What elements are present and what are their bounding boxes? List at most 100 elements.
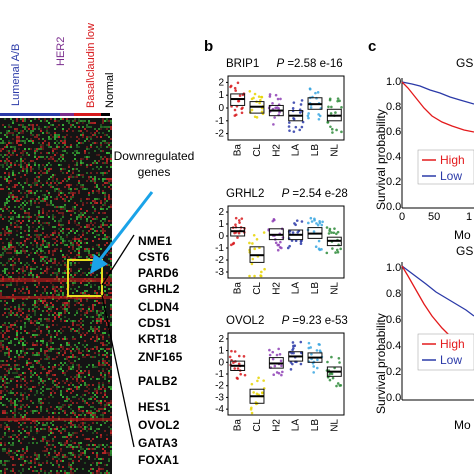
y-tick-label: 0.4 — [386, 151, 402, 163]
y-tick-label: -3 — [215, 267, 224, 278]
y-tick-label: -1 — [215, 243, 224, 254]
gene-label: OVOL2 — [138, 418, 180, 432]
y-tick-label: -3 — [215, 392, 224, 403]
p-value: =2.54 e-28 — [289, 188, 348, 200]
data-point — [317, 239, 321, 243]
p-value: =2.58 e-16 — [284, 58, 343, 70]
gene-name: GRHL2 — [226, 188, 265, 200]
highlight-box — [67, 259, 103, 297]
data-point — [253, 274, 256, 278]
x-tick-label: NL — [329, 419, 340, 432]
data-point — [337, 356, 341, 360]
data-point — [330, 127, 334, 131]
data-point — [260, 95, 264, 99]
data-point — [292, 101, 296, 104]
data-point — [326, 360, 329, 364]
data-point — [275, 353, 279, 357]
y-tick-label: 2 — [218, 207, 224, 218]
data-point — [307, 346, 311, 350]
data-point — [240, 111, 244, 115]
data-point — [333, 227, 336, 230]
legend-box-top — [417, 149, 474, 185]
y-tick-label: 0.0 — [386, 201, 402, 213]
data-point — [231, 242, 235, 246]
p-label: P — [281, 188, 290, 200]
data-point — [332, 231, 336, 235]
data-point — [271, 350, 275, 354]
data-point — [298, 128, 302, 132]
data-point — [279, 97, 282, 101]
data-point — [307, 116, 310, 120]
km-title-top: GS — [456, 56, 474, 70]
y-tick-label: 0 — [218, 103, 224, 114]
panel-a: Lumenal A/B HER2 Basal\claudin low Norma… — [0, 0, 140, 474]
gene-label: HES1 — [138, 400, 171, 414]
y-tick-label: -2 — [215, 381, 224, 392]
data-point — [292, 117, 296, 121]
data-point — [286, 246, 290, 250]
data-point — [315, 366, 319, 370]
y-tick-label: 0.6 — [386, 126, 402, 138]
data-point — [272, 218, 276, 221]
data-point — [237, 219, 241, 222]
data-point — [236, 377, 239, 380]
x-tick-label: LB — [310, 419, 321, 432]
data-point — [233, 108, 237, 112]
data-point — [299, 103, 303, 106]
y-tick-label: 1 — [218, 219, 224, 230]
data-point — [237, 99, 240, 103]
expression-heatmap — [0, 118, 112, 474]
gene-label: ZNF165 — [138, 350, 183, 364]
data-point — [248, 89, 252, 93]
x-tick-label: Ba — [233, 419, 244, 432]
data-point — [291, 106, 295, 110]
data-point — [291, 231, 295, 234]
data-point — [313, 217, 316, 221]
data-point — [279, 240, 282, 244]
data-point — [234, 89, 237, 92]
y-tick-label: 0 — [218, 231, 224, 242]
x-tick-label: NL — [329, 282, 340, 295]
data-point — [242, 355, 246, 358]
x-tick-label: LA — [291, 144, 302, 157]
y-tick-label: 0.2 — [386, 366, 402, 378]
data-point — [309, 216, 313, 220]
data-point — [268, 95, 272, 98]
y-tick-label: 0.8 — [386, 288, 402, 300]
data-point — [334, 111, 337, 114]
data-point — [317, 342, 321, 346]
data-point — [279, 359, 283, 363]
data-point — [248, 241, 251, 245]
data-point — [312, 365, 316, 368]
gene-name: OVOL2 — [226, 315, 265, 327]
data-point — [276, 97, 280, 101]
data-point — [288, 244, 291, 248]
data-point — [307, 221, 310, 225]
data-point — [301, 120, 305, 124]
y-tick-label: -4 — [215, 404, 224, 415]
y-tick-label: 0 — [218, 357, 224, 368]
data-point — [268, 348, 271, 352]
data-point — [340, 105, 343, 109]
data-point — [272, 123, 275, 126]
x-tick-label: H2 — [271, 282, 282, 295]
data-point — [278, 352, 282, 356]
subtype-bar-her2 — [60, 113, 74, 116]
data-point — [236, 81, 240, 85]
subtype-label-luminal: Lumenal A/B — [10, 43, 22, 106]
data-point — [234, 223, 237, 226]
data-point — [250, 97, 254, 101]
panel-letter-c: c — [368, 38, 377, 55]
data-point — [298, 111, 302, 114]
data-point — [248, 274, 251, 278]
data-point — [250, 108, 254, 112]
p-value: =9.23 e-53 — [289, 315, 348, 327]
data-point — [312, 371, 315, 374]
data-point — [241, 106, 244, 110]
y-tick-label: 0.6 — [386, 314, 402, 326]
data-point — [291, 341, 295, 344]
data-point — [328, 98, 332, 102]
data-point — [299, 240, 303, 243]
data-point — [336, 230, 340, 234]
data-point — [335, 384, 338, 388]
